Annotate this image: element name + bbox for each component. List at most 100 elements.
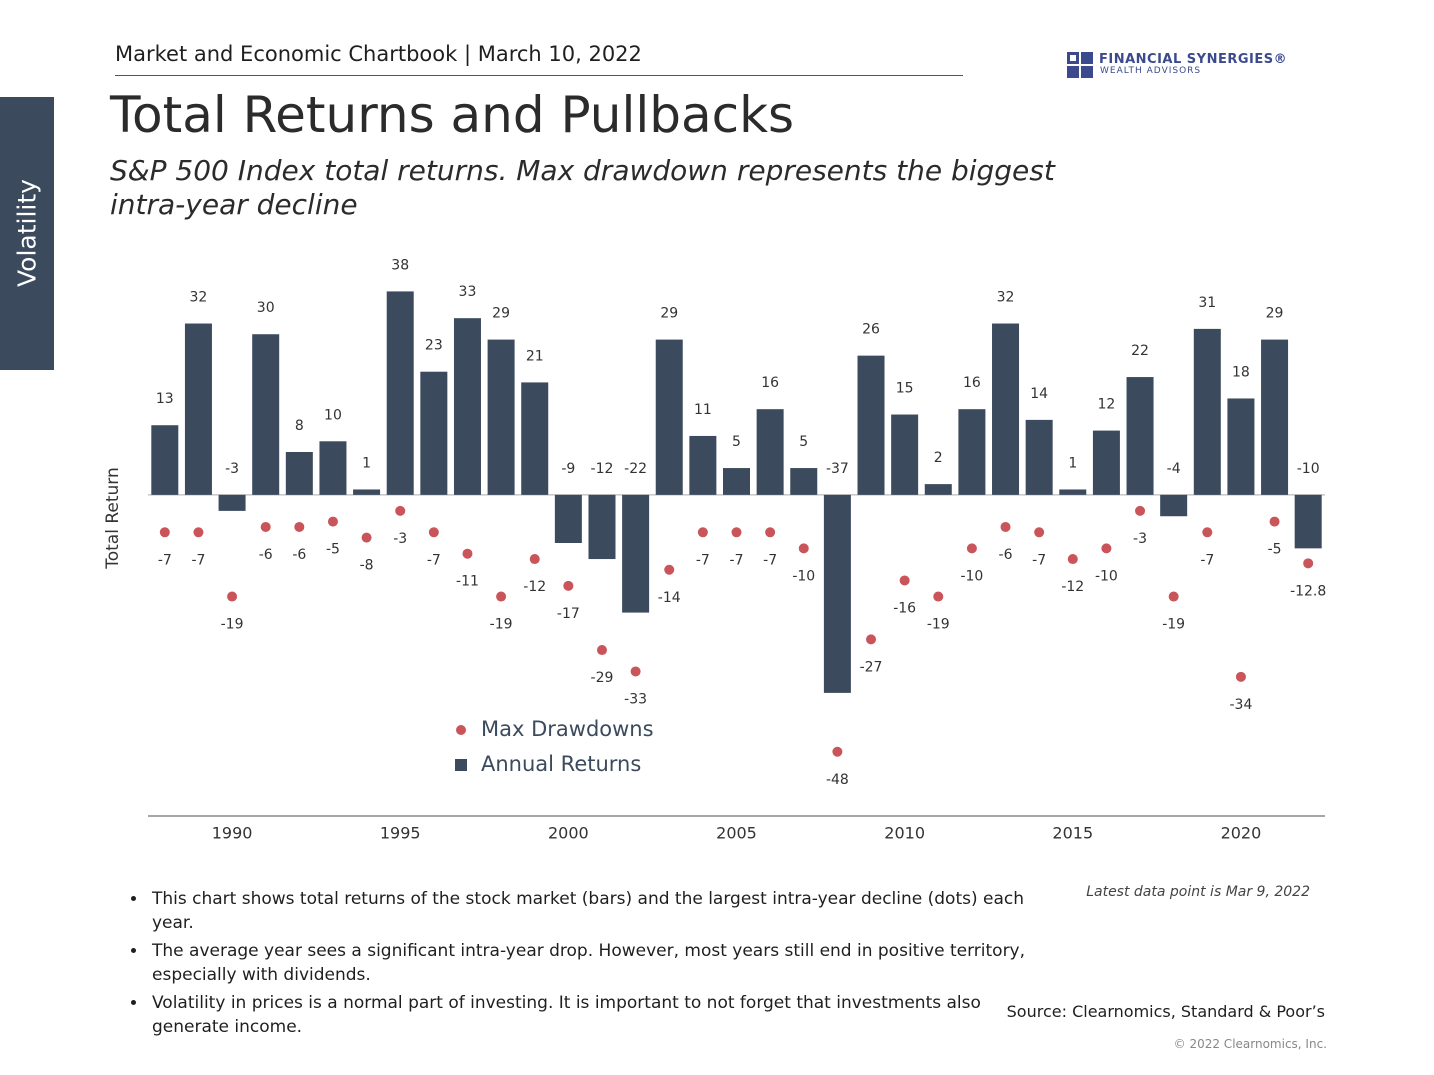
drawdown-value-label: -3	[393, 531, 407, 547]
drawdown-dot	[260, 521, 271, 532]
drawdown-value-label: -7	[730, 552, 744, 568]
drawdown-value-label: -8	[360, 558, 374, 574]
bar-value-label: 29	[660, 306, 678, 322]
bullet-list: This chart shows total returns of the st…	[112, 887, 1028, 1043]
bar-value-label: -12	[591, 461, 614, 477]
bar	[1092, 430, 1120, 495]
drawdown-dot	[966, 543, 977, 554]
drawdown-value-label: -6	[292, 547, 306, 563]
bar	[319, 441, 347, 495]
bar-value-label: -37	[826, 461, 849, 477]
drawdown-value-label: -11	[456, 574, 479, 590]
bar-value-label: 16	[963, 375, 981, 391]
logo-mark	[1067, 52, 1093, 78]
drawdown-dot	[1235, 671, 1246, 682]
bar	[151, 425, 179, 495]
bullet: Volatility in prices is a normal part of…	[148, 991, 1028, 1039]
drawdown-dot	[765, 527, 776, 538]
drawdown-value-label: -5	[326, 542, 340, 558]
bullet: The average year sees a significant intr…	[148, 939, 1028, 987]
bar	[420, 371, 448, 495]
drawdown-value-label: -33	[624, 691, 647, 707]
x-tick-label: 2010	[884, 824, 925, 843]
bar	[689, 435, 717, 495]
bar	[1059, 489, 1087, 495]
x-tick-label: 2000	[548, 824, 589, 843]
section-tab	[0, 97, 54, 370]
legend-swatch	[456, 725, 466, 735]
drawdown-dot	[193, 527, 204, 538]
bar-value-label: 16	[761, 375, 779, 391]
bar-value-label: 23	[425, 338, 443, 354]
drawdown-value-label: -12.8	[1290, 583, 1326, 599]
drawdown-dot	[1000, 521, 1011, 532]
drawdown-value-label: -19	[927, 617, 950, 633]
bar-value-label: 29	[1266, 306, 1284, 322]
bar-value-label: 10	[324, 407, 342, 423]
drawdown-value-label: -27	[860, 659, 883, 675]
note: Latest data point is Mar 9, 2022	[1086, 884, 1310, 900]
drawdown-dot	[1202, 527, 1213, 538]
bar-value-label: 5	[732, 434, 741, 450]
drawdown-dot	[596, 645, 607, 656]
bar	[184, 323, 212, 495]
drawdown-value-label: -6	[259, 547, 273, 563]
drawdown-dot	[327, 516, 338, 527]
drawdown-value-label: -7	[1200, 552, 1214, 568]
drawdown-value-label: -3	[1133, 531, 1147, 547]
drawdown-dot	[664, 564, 675, 575]
bar-value-label: 14	[1030, 386, 1048, 402]
drawdown-value-label: -19	[221, 617, 244, 633]
drawdown-dot	[866, 634, 877, 645]
legend-label: Max Drawdowns	[481, 717, 654, 741]
drawdown-value-label: -12	[523, 579, 546, 595]
drawdown-value-label: -29	[591, 670, 614, 686]
bar	[252, 334, 280, 495]
bar-value-label: 31	[1198, 295, 1216, 311]
bar-value-label: 12	[1098, 397, 1116, 413]
drawdown-value-label: -10	[792, 568, 815, 584]
bar-value-label: 1	[1068, 455, 1077, 471]
bar	[588, 494, 616, 560]
bar-value-label: 13	[156, 391, 174, 407]
bar-value-label: -4	[1167, 461, 1181, 477]
bar-value-label: 11	[694, 402, 712, 418]
bar	[453, 318, 481, 495]
y-axis-label: Total Return	[103, 467, 123, 570]
drawdown-value-label: -7	[763, 552, 777, 568]
x-tick-label: 2005	[716, 824, 757, 843]
drawdown-dot	[563, 580, 574, 591]
drawdown-dot	[832, 746, 843, 757]
bar	[992, 323, 1020, 495]
bar	[554, 494, 582, 543]
bar	[218, 494, 246, 511]
logo-sub: WEALTH ADVISORS	[1100, 66, 1202, 76]
bar-value-label: 32	[997, 290, 1015, 306]
x-tick-label: 1995	[380, 824, 421, 843]
drawdown-value-label: -7	[158, 552, 172, 568]
bar	[891, 414, 919, 495]
drawdown-value-label: -17	[557, 606, 580, 622]
drawdown-dot	[227, 591, 238, 602]
bar	[857, 355, 885, 495]
drawdown-dot	[630, 666, 641, 677]
chart: Total Return 1990 1995 2000 2005 2010 2015 202…	[103, 257, 1326, 843]
drawdown-dot	[1101, 543, 1112, 554]
bar	[723, 468, 750, 495]
drawdown-value-label: -5	[1268, 542, 1282, 558]
drawdown-dot	[1034, 527, 1045, 538]
drawdown-dot	[1067, 554, 1078, 565]
drawdown-dot	[1168, 591, 1179, 602]
bar-value-label: 33	[459, 284, 477, 300]
drawdown-dot	[697, 527, 708, 538]
drawdown-value-label: -7	[1032, 552, 1046, 568]
bar	[285, 452, 313, 495]
bar-value-label: 5	[799, 434, 808, 450]
x-tick-label: 2020	[1221, 824, 1262, 843]
bar-value-label: 15	[896, 381, 914, 397]
drawdown-dot	[1269, 516, 1280, 527]
bar-value-label: -10	[1297, 461, 1320, 477]
drawdown-dot	[1135, 505, 1146, 516]
bar-value-label: 29	[492, 306, 510, 322]
